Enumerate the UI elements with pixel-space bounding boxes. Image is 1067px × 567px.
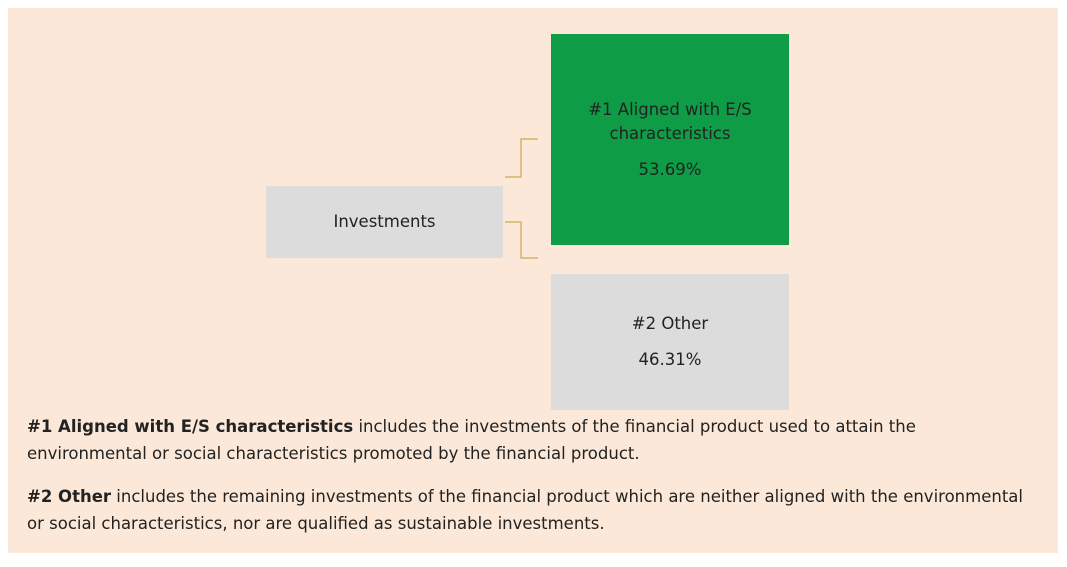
note-text: includes the investments of the financia… [27,417,916,463]
note-text: includes the remaining investments of th… [27,487,1023,533]
node-value: 53.69% [638,159,702,179]
root-node: Investments [266,186,503,258]
connector [505,138,538,178]
node-label: #2 Other [631,314,709,333]
panel: Investments #1 Aligned with E/S characte… [8,8,1058,553]
child-node: #1 Aligned with E/S characteristics 53.6… [551,34,789,245]
node-label: #1 Aligned with E/S characteristics [588,99,752,143]
connectors [505,138,538,259]
node-label: Investments [333,212,436,231]
child-node: #2 Other 46.31% [551,274,789,410]
note: #1 Aligned with E/S characteristics incl… [27,413,1037,467]
connector [505,221,538,259]
note-term: #1 Aligned with E/S characteristics [27,417,354,436]
note-term: #2 Other [27,487,112,506]
note: #2 Other includes the remaining investme… [27,483,1037,537]
node-value: 46.31% [638,350,702,369]
